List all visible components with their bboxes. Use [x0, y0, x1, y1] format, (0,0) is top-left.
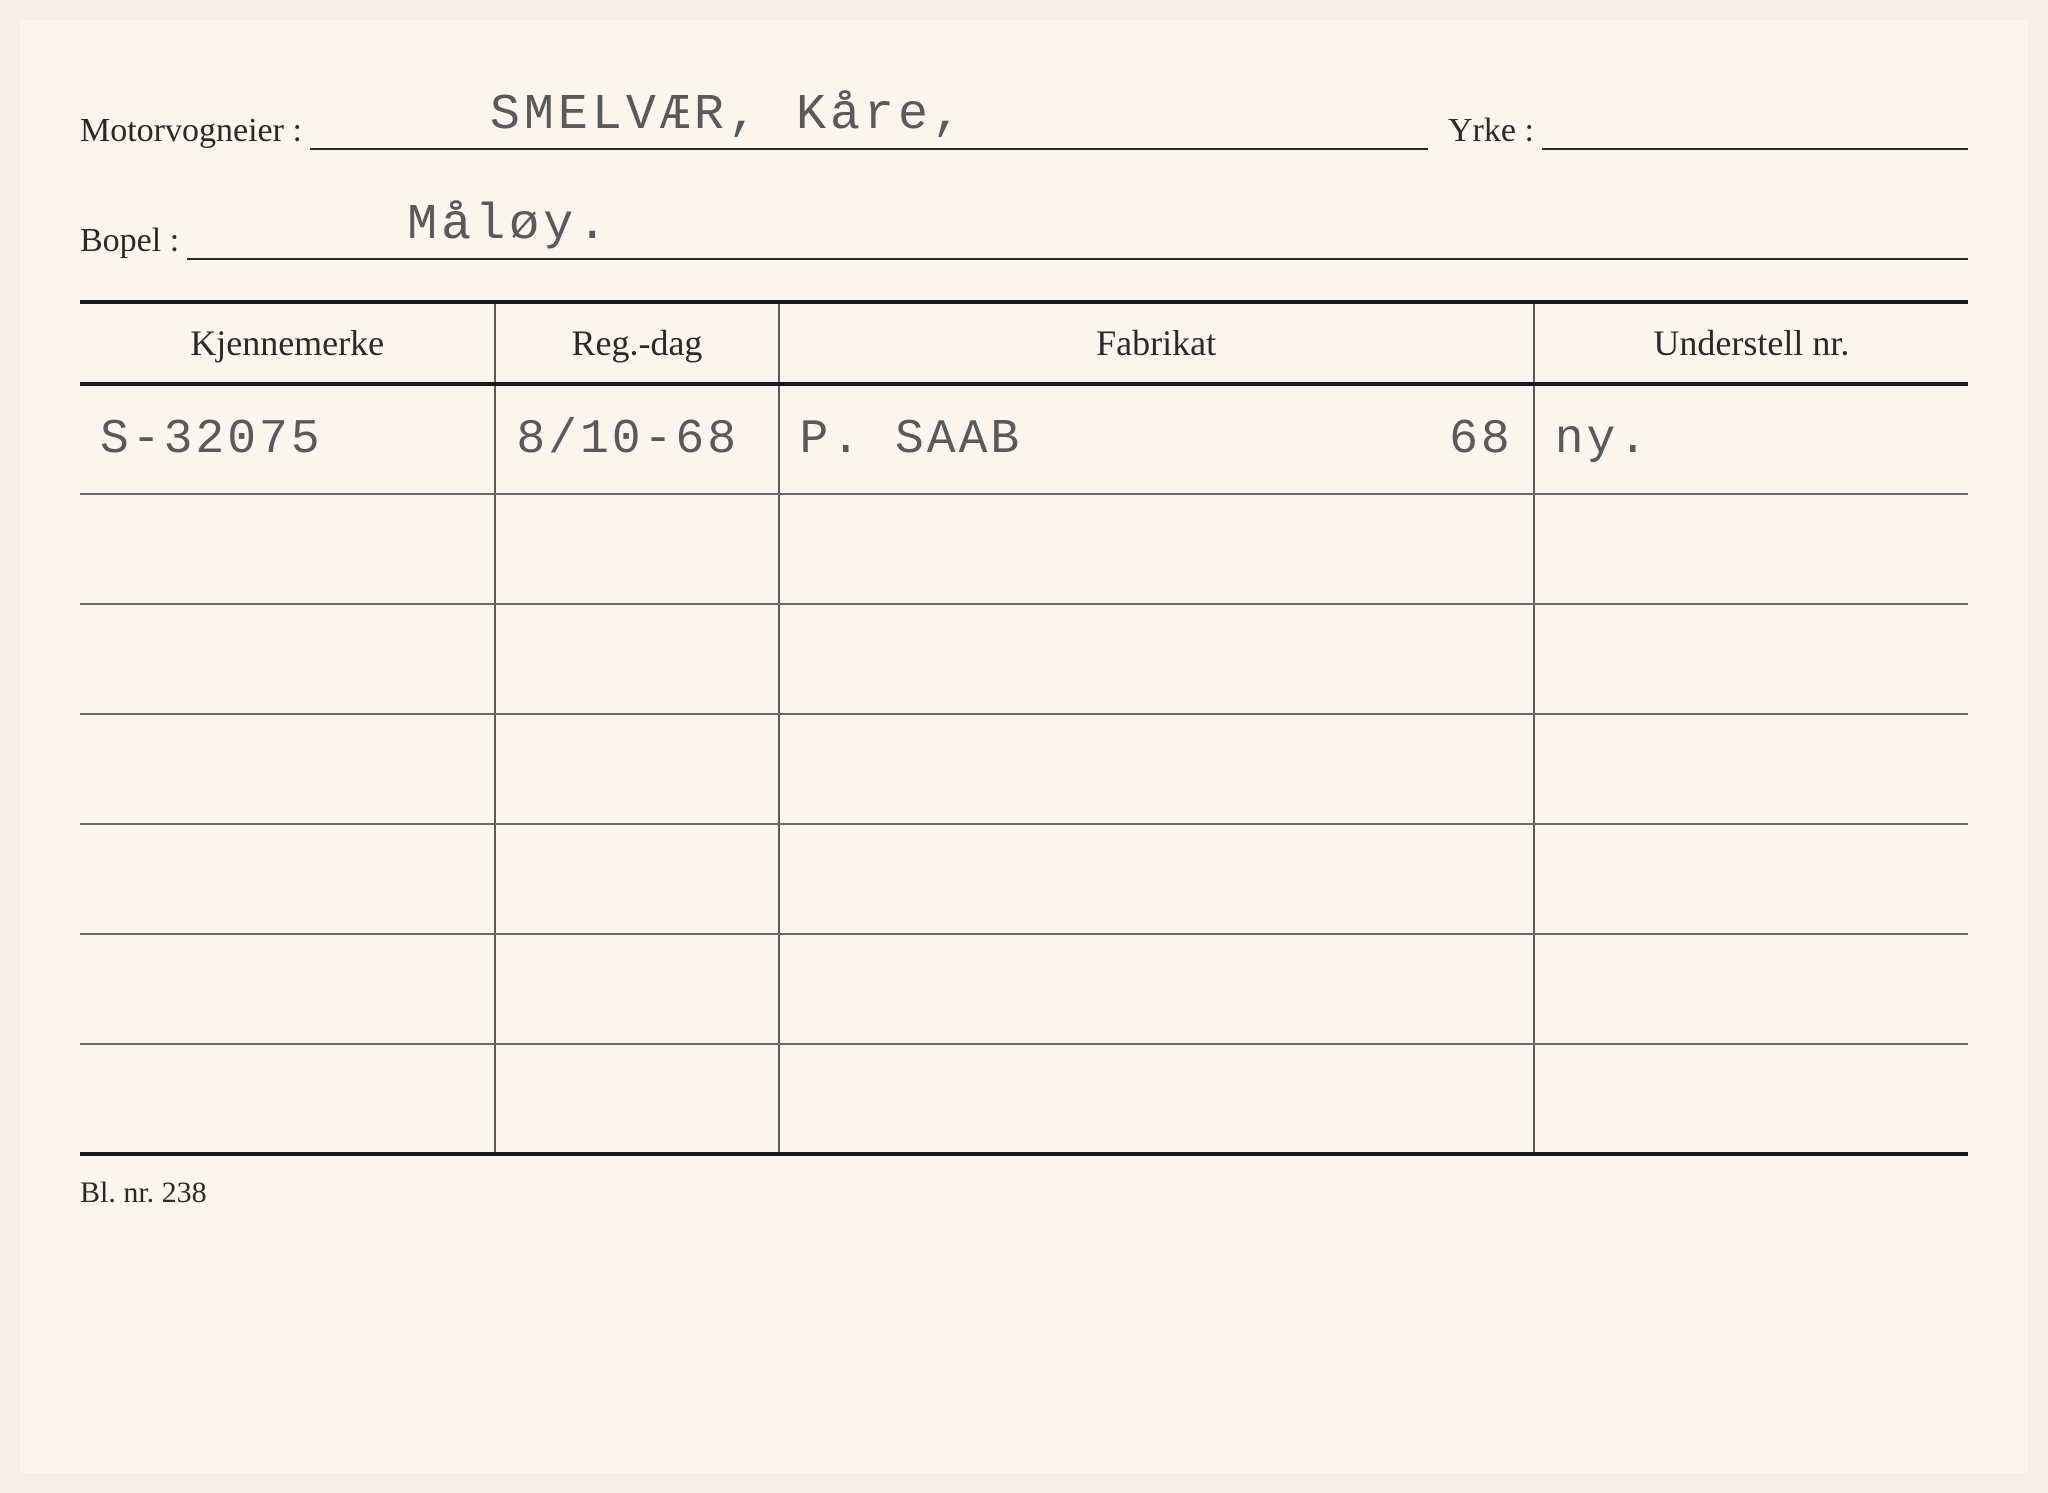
cell-fabrikat — [779, 604, 1534, 714]
cell-kjennemerke — [80, 934, 495, 1044]
cell-regdag — [495, 1044, 778, 1154]
fabrikat-right: 68 — [1449, 413, 1513, 467]
cell-regdag — [495, 934, 778, 1044]
cell-understell — [1534, 824, 1968, 934]
table-row — [80, 824, 1968, 934]
cell-understell — [1534, 714, 1968, 824]
cell-kjennemerke — [80, 604, 495, 714]
owner-group: Motorvogneier : SMELVÆR, Kåre, — [80, 100, 1428, 150]
table-header-row: Kjennemerke Reg.-dag Fabrikat Understell… — [80, 302, 1968, 384]
cell-fabrikat — [779, 1044, 1534, 1154]
yrke-line — [1542, 100, 1968, 150]
fabrikat-left: P. SAAB — [800, 413, 1023, 467]
data-table-wrap: Kjennemerke Reg.-dag Fabrikat Understell… — [80, 300, 1968, 1156]
table-row — [80, 1044, 1968, 1154]
cell-understell — [1534, 604, 1968, 714]
col-header-regdag: Reg.-dag — [495, 302, 778, 384]
cell-regdag — [495, 604, 778, 714]
header-row-2: Bopel : Måløy. — [80, 210, 1968, 260]
cell-understell — [1534, 934, 1968, 1044]
cell-regdag: 8/10-68 — [495, 384, 778, 494]
col-header-understell: Understell nr. — [1534, 302, 1968, 384]
cell-regdag — [495, 824, 778, 934]
cell-regdag — [495, 714, 778, 824]
table-row — [80, 604, 1968, 714]
cell-kjennemerke — [80, 714, 495, 824]
table-row — [80, 494, 1968, 604]
motorvogneier-line: SMELVÆR, Kåre, — [310, 100, 1428, 150]
data-table: Kjennemerke Reg.-dag Fabrikat Understell… — [80, 300, 1968, 1156]
cell-fabrikat — [779, 714, 1534, 824]
table-row — [80, 714, 1968, 824]
cell-kjennemerke — [80, 824, 495, 934]
cell-kjennemerke: S-32075 — [80, 384, 495, 494]
cell-fabrikat — [779, 824, 1534, 934]
cell-understell — [1534, 494, 1968, 604]
cell-fabrikat — [779, 494, 1534, 604]
registration-card: Motorvogneier : SMELVÆR, Kåre, Yrke : Bo… — [20, 20, 2028, 1473]
col-header-fabrikat: Fabrikat — [779, 302, 1534, 384]
cell-kjennemerke — [80, 494, 495, 604]
bopel-label: Bopel : — [80, 222, 187, 260]
cell-kjennemerke — [80, 1044, 495, 1154]
yrke-label: Yrke : — [1448, 112, 1542, 150]
motorvogneier-value: SMELVÆR, Kåre, — [310, 87, 966, 144]
form-number: Bl. nr. 238 — [80, 1176, 1968, 1210]
cell-regdag — [495, 494, 778, 604]
cell-understell: ny. — [1534, 384, 1968, 494]
header-row-1: Motorvogneier : SMELVÆR, Kåre, Yrke : — [80, 100, 1968, 150]
cell-understell — [1534, 1044, 1968, 1154]
yrke-group: Yrke : — [1448, 100, 1968, 150]
table-row: S-32075 8/10-68 P. SAAB 68 ny. — [80, 384, 1968, 494]
cell-fabrikat — [779, 934, 1534, 1044]
bopel-value: Måløy. — [187, 197, 611, 254]
table-row — [80, 934, 1968, 1044]
table-body: S-32075 8/10-68 P. SAAB 68 ny. — [80, 384, 1968, 1154]
cell-fabrikat: P. SAAB 68 — [779, 384, 1534, 494]
bopel-line: Måløy. — [187, 210, 1968, 260]
motorvogneier-label: Motorvogneier : — [80, 112, 310, 150]
col-header-kjennemerke: Kjennemerke — [80, 302, 495, 384]
